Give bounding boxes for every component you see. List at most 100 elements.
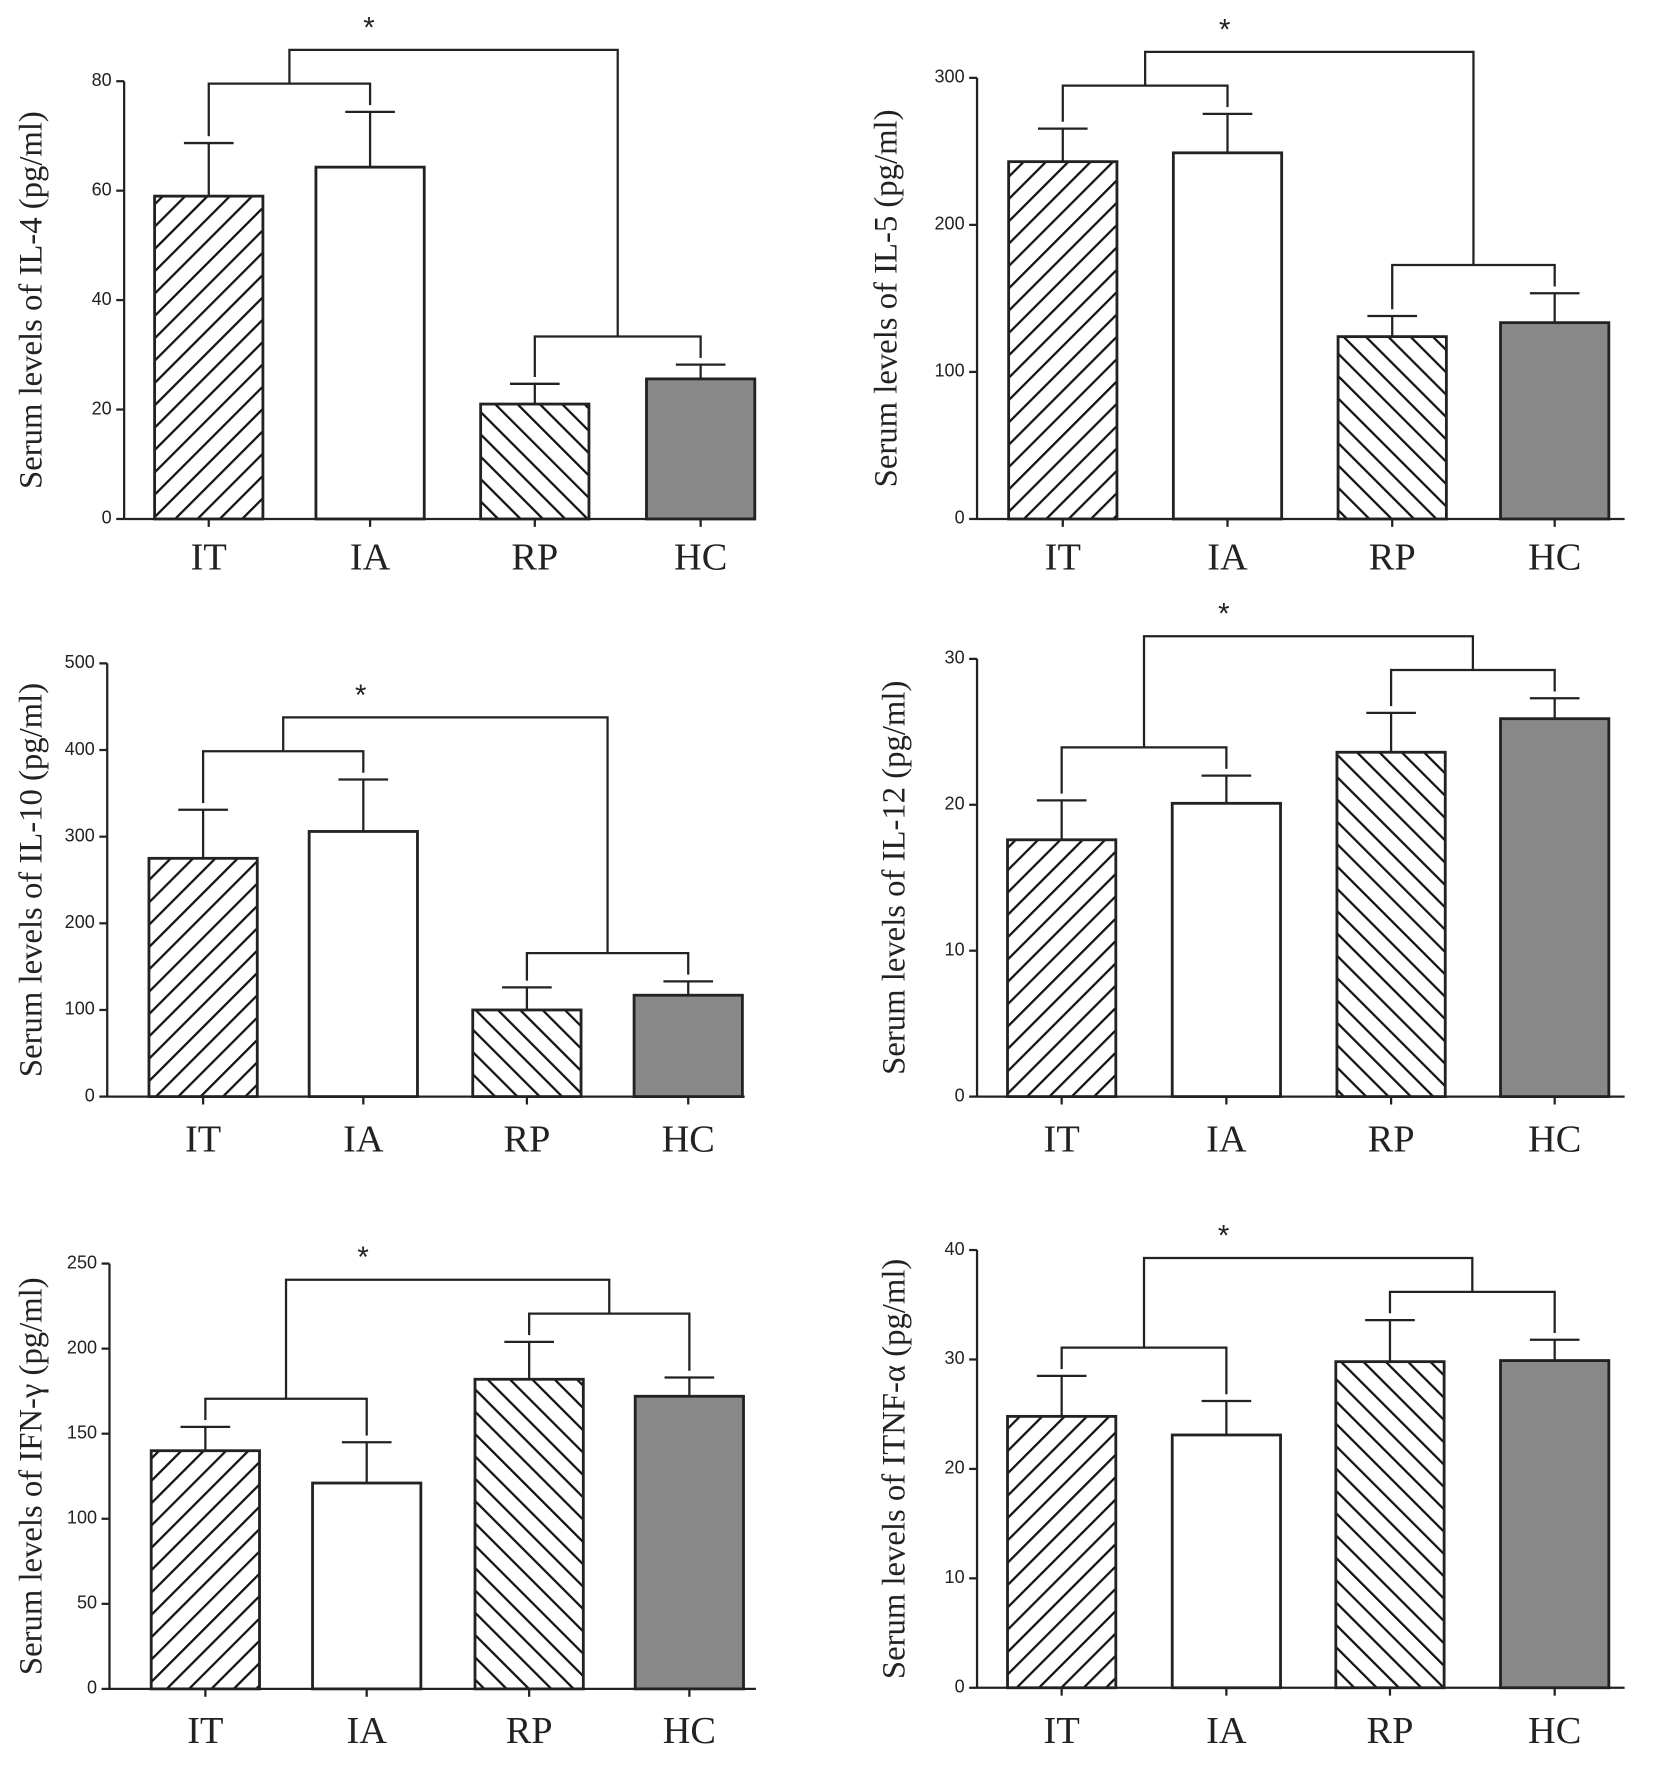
bar [314, 165, 426, 521]
y-tick-label: 50 [77, 1593, 97, 1613]
error-bar [1529, 292, 1580, 323]
error-bar [1037, 127, 1088, 162]
y-tick-label: 150 [67, 1422, 97, 1442]
y-tick-label: 0 [955, 1085, 965, 1105]
y-tick-label: 200 [935, 214, 965, 234]
x-tick-label: RP [511, 537, 558, 579]
y-tick-label: 0 [85, 1085, 95, 1105]
error-bar [1366, 711, 1416, 753]
bracket [533, 335, 702, 378]
error-bar [1202, 112, 1253, 153]
x-tick-label: IT [185, 1119, 221, 1161]
annotation: * [1219, 13, 1230, 46]
bar [1499, 1359, 1611, 1690]
bracket [1142, 1256, 1474, 1348]
bar [1006, 838, 1118, 1099]
bracket [207, 82, 372, 137]
bracket [1061, 84, 1229, 122]
annotation: * [1218, 598, 1229, 631]
bracket [288, 48, 619, 337]
bracket [282, 716, 609, 954]
y-tick-label: 300 [935, 67, 965, 87]
x-tick-label: IT [1044, 1119, 1080, 1161]
y-tick-label: 20 [945, 1458, 965, 1478]
bar [1170, 1433, 1282, 1690]
bar [1171, 151, 1284, 521]
error-bar [663, 980, 714, 996]
bracket [1388, 1290, 1556, 1334]
x-tick-label: RP [1368, 1119, 1415, 1161]
x-tick-label: RP [1367, 1710, 1414, 1752]
error-bar [338, 778, 389, 832]
bar [1170, 801, 1282, 1099]
y-tick-label: 100 [935, 361, 965, 381]
bar [632, 993, 744, 1099]
y-tick-label: 40 [92, 289, 112, 309]
x-tick-label: RP [503, 1119, 550, 1161]
x-tick-label: HC [1528, 1119, 1581, 1161]
bar [633, 1394, 745, 1691]
bar [1007, 160, 1119, 521]
annotation: * [1218, 1219, 1229, 1252]
y-tick-label: 0 [87, 1678, 97, 1698]
x-tick-label: RP [506, 1710, 553, 1752]
bar [1336, 335, 1448, 521]
x-tick-label: IT [1045, 537, 1081, 579]
x-tick-label: HC [662, 1119, 715, 1161]
error-bar [1367, 314, 1418, 337]
y-tick-label: 10 [945, 1567, 965, 1587]
y-tick-label: 20 [92, 398, 112, 418]
bracket [1389, 668, 1556, 707]
x-tick-label: HC [663, 1710, 716, 1752]
y-axis-label: Serum levels of IL-5 (pg/ml) [869, 109, 905, 487]
y-tick-label: 20 [945, 794, 965, 814]
bar [1006, 1414, 1118, 1690]
y-tick-label: 500 [65, 652, 95, 672]
bracket [1142, 635, 1475, 748]
bracket [204, 1397, 368, 1436]
error-bar [1365, 1318, 1415, 1362]
x-tick-label: HC [674, 537, 727, 579]
x-tick-label: IT [191, 537, 227, 579]
y-tick-label: 30 [945, 648, 965, 668]
y-tick-label: 200 [65, 912, 95, 932]
y-axis-label: Serum levels of IL-12 (pg/ml) [876, 681, 912, 1075]
error-bar [509, 382, 560, 405]
bar [311, 1481, 423, 1691]
y-tick-label: 300 [65, 825, 95, 845]
error-bar [1036, 799, 1087, 840]
x-tick-label: IT [187, 1710, 223, 1752]
bar [149, 1449, 261, 1691]
error-bar [341, 1441, 392, 1484]
bracket [1060, 746, 1228, 794]
error-bar [504, 1340, 554, 1380]
x-tick-label: IA [346, 1710, 387, 1752]
bar [645, 377, 757, 521]
y-tick-label: 0 [102, 508, 112, 528]
bracket [284, 1278, 611, 1399]
x-tick-label: RP [1369, 537, 1416, 579]
annotation: * [355, 679, 366, 712]
x-tick-label: HC [1528, 537, 1581, 579]
error-bar [1529, 1338, 1580, 1361]
error-bar [180, 1425, 231, 1451]
y-tick-label: 10 [945, 939, 965, 959]
bar [307, 830, 419, 1099]
y-tick-label: 30 [945, 1348, 965, 1368]
annotation: * [357, 1241, 368, 1274]
y-axis-label: Serum levels of ITNF-α (pg/ml) [876, 1259, 912, 1679]
y-tick-label: 0 [955, 508, 965, 528]
bar [473, 1377, 585, 1691]
error-bar [675, 363, 726, 379]
error-bar [1529, 697, 1580, 719]
x-tick-label: IA [343, 1119, 384, 1161]
x-tick-label: IA [350, 537, 391, 579]
annotation: * [363, 11, 374, 44]
error-bar [664, 1376, 715, 1397]
bracket [528, 1312, 691, 1371]
bar [147, 856, 259, 1099]
y-axis-label: Serum levels of IL-10 (pg/ml) [13, 683, 49, 1077]
bar [1335, 750, 1447, 1099]
y-axis-label: Serum levels of IL-4 (pg/ml) [13, 111, 49, 489]
